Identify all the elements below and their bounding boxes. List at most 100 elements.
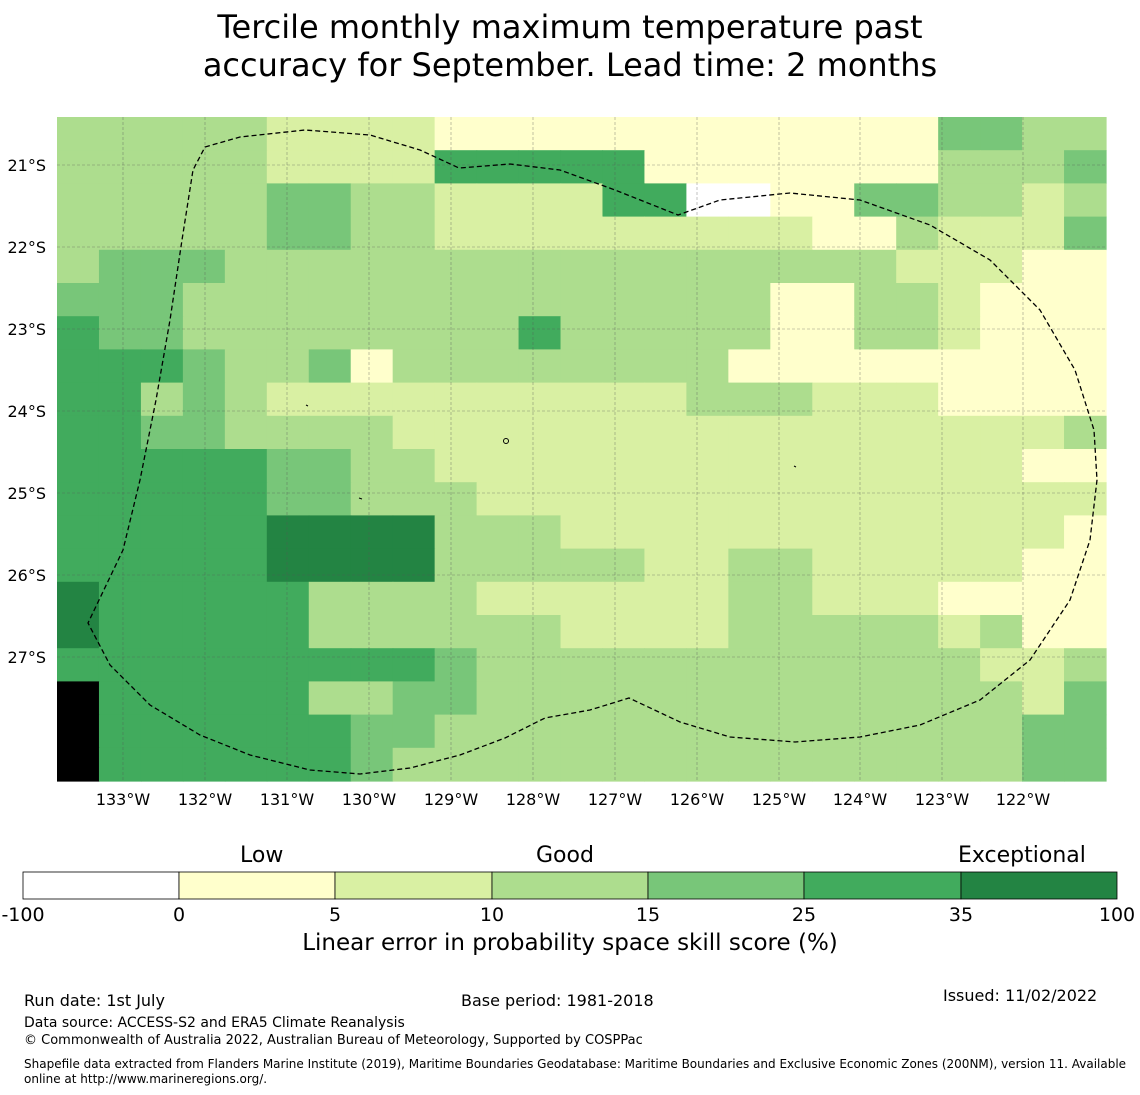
grid-cell xyxy=(854,382,897,417)
grid-cell xyxy=(266,316,310,350)
grid-cell xyxy=(98,415,142,450)
skill-grid xyxy=(57,117,1107,782)
grid-cell xyxy=(518,316,562,350)
grid-cell xyxy=(57,216,100,251)
grid-cell xyxy=(182,216,226,251)
grid-cell xyxy=(686,615,729,649)
grid-cell xyxy=(434,449,478,483)
grid-cell xyxy=(57,150,100,184)
grid-cell xyxy=(938,249,981,284)
grid-cell xyxy=(98,515,142,550)
grid-cell xyxy=(602,714,646,749)
grid-cell xyxy=(392,648,436,682)
grid-cell xyxy=(1022,183,1065,218)
grid-cell xyxy=(57,382,100,417)
grid-cell xyxy=(57,283,100,317)
grid-cell xyxy=(938,648,981,682)
colorbar-segment xyxy=(647,871,805,900)
grid-cell xyxy=(728,117,771,151)
grid-cell xyxy=(644,747,687,782)
grid-cell xyxy=(476,449,520,483)
grid-cell xyxy=(644,150,687,184)
grid-cell xyxy=(266,183,310,218)
grid-cell xyxy=(560,349,604,384)
grid-cell xyxy=(1064,216,1107,251)
grid-cell xyxy=(518,382,562,417)
island-marks xyxy=(305,404,797,500)
grid-cell xyxy=(686,548,729,583)
grid-cell xyxy=(57,515,100,550)
colorbar-tick-label: 15 xyxy=(636,904,660,926)
grid-cell xyxy=(392,581,436,616)
grid-cell xyxy=(854,150,897,184)
grid-cell xyxy=(350,615,394,649)
grid-cell xyxy=(560,150,604,184)
grid-cell xyxy=(812,449,855,483)
grid-cell xyxy=(350,515,394,550)
grid-cell xyxy=(980,117,1023,151)
grid-cell xyxy=(57,183,100,218)
grid-cell xyxy=(224,183,268,218)
lat-tick-label: 23°S xyxy=(7,320,46,339)
grid-cell xyxy=(686,382,729,417)
grid-cell xyxy=(938,615,981,649)
grid-cell xyxy=(434,216,478,251)
grid-cell xyxy=(266,382,310,417)
grid-cell xyxy=(896,382,939,417)
grid-cell xyxy=(728,349,771,384)
grid-cell xyxy=(686,515,729,550)
grid-cell xyxy=(266,648,310,682)
grid-cell xyxy=(182,183,226,218)
grid-cell xyxy=(350,415,394,450)
grid-cell xyxy=(602,349,646,384)
grid-cell xyxy=(392,714,436,749)
grid-cell xyxy=(938,482,981,516)
grid-cell xyxy=(728,648,771,682)
grid-cell xyxy=(728,150,771,184)
colorbar-ticks: -100 0 5 10 15 25 35 100 xyxy=(1,904,1135,926)
grid-cell xyxy=(518,482,562,516)
grid-cell xyxy=(1022,382,1065,417)
grid-cell xyxy=(728,183,771,218)
grid-cell xyxy=(98,747,142,782)
grid-cell xyxy=(728,249,771,284)
grid-cell xyxy=(812,615,855,649)
grid-cell xyxy=(644,415,687,450)
grid-cell xyxy=(980,681,1023,716)
grid-cell xyxy=(602,415,646,450)
grid-cell xyxy=(1022,150,1065,184)
grid-cell xyxy=(728,548,771,583)
grid-cell xyxy=(938,515,981,550)
grid-cell xyxy=(182,249,226,284)
grid-cell xyxy=(350,648,394,682)
grid-cell xyxy=(938,415,981,450)
grid-cell xyxy=(182,117,226,151)
grid-cell xyxy=(392,216,436,251)
grid-cell xyxy=(518,283,562,317)
grid-cell xyxy=(182,548,226,583)
grid-cell xyxy=(980,648,1023,682)
grid-cell xyxy=(140,548,184,583)
grid-cell xyxy=(57,415,100,450)
grid-cell xyxy=(392,349,436,384)
grid-cell xyxy=(350,681,394,716)
grid-cell xyxy=(140,415,184,450)
grid-cell xyxy=(770,283,813,317)
grid-cell xyxy=(140,316,184,350)
grid-cell xyxy=(518,449,562,483)
grid-cell xyxy=(266,515,310,550)
grid-cell xyxy=(308,117,352,151)
grid-cell xyxy=(686,714,729,749)
grid-cell xyxy=(602,515,646,550)
grid-cell xyxy=(1022,216,1065,251)
grid-cell xyxy=(854,581,897,616)
grid-cell xyxy=(812,747,855,782)
grid-cell xyxy=(57,249,100,284)
grid-cell xyxy=(350,581,394,616)
grid-cell xyxy=(686,648,729,682)
grid-cell xyxy=(392,482,436,516)
grid-cell xyxy=(350,382,394,417)
grid-cell xyxy=(812,482,855,516)
grid-cell xyxy=(896,216,939,251)
grid-cell xyxy=(812,249,855,284)
